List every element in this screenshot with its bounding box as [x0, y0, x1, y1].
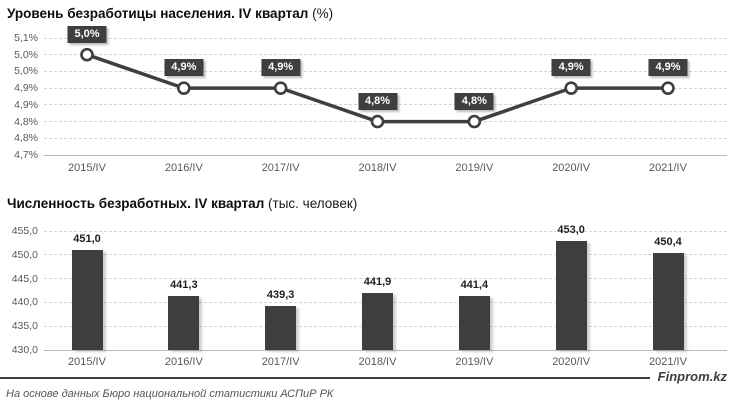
- data-point-marker: [370, 114, 385, 129]
- y-axis-tick-label: 430,0: [11, 344, 38, 356]
- y-axis-tick-label: 4,9%: [14, 98, 38, 111]
- y-axis-tick-label: 4,8%: [14, 132, 38, 145]
- bar-chart-title: Численность безработных. IV квартал (тыс…: [7, 196, 357, 211]
- y-axis-tick-label: 445,0: [11, 272, 38, 285]
- source-note: На основе данных Бюро национальной стати…: [6, 388, 334, 400]
- line-data-label: 4,9%: [261, 59, 301, 77]
- data-point-marker: [273, 81, 288, 95]
- bar: [265, 305, 297, 350]
- bar: [652, 252, 684, 350]
- bar: [168, 296, 200, 350]
- bar-data-label: 441,3: [170, 279, 198, 292]
- y-axis-tick-label: 5,0%: [14, 48, 38, 61]
- trend-line-svg: [80, 47, 675, 129]
- x-axis-label: 2018/IV: [358, 162, 397, 174]
- bar-chart-title-unit: (тыс. человек): [268, 196, 358, 211]
- bar-data-label: 451,0: [73, 233, 101, 246]
- data-point-marker: [564, 81, 578, 95]
- x-axis-label: 2020/IV: [552, 356, 591, 368]
- line-data-label: 4,9%: [551, 59, 591, 77]
- gridline: [44, 37, 727, 39]
- bar: [458, 295, 490, 350]
- gridline: [44, 137, 727, 139]
- bar-data-label: 441,4: [460, 278, 489, 291]
- x-axis-label: 2015/IV: [68, 356, 106, 368]
- line-chart-title: Уровень безработицы населения. IV кварта…: [7, 6, 333, 21]
- bar: [555, 240, 587, 350]
- line-data-label: 4,8%: [357, 92, 398, 110]
- gridline: [44, 154, 727, 156]
- x-axis-label: 2016/IV: [164, 356, 203, 368]
- footer-divider: [0, 377, 650, 379]
- x-axis-label: 2017/IV: [261, 162, 300, 174]
- y-axis-tick-label: 435,0: [11, 320, 38, 333]
- y-axis-tick-label: 4,7%: [14, 149, 38, 161]
- y-axis-tick-label: 440,0: [11, 296, 38, 309]
- x-axis-label: 2018/IV: [358, 356, 397, 368]
- line-data-label: 4,9%: [164, 59, 204, 77]
- y-axis-tick-label: 5,0%: [14, 65, 38, 78]
- gridline: [44, 87, 727, 89]
- data-point-marker: [661, 81, 675, 95]
- gridline: [44, 254, 727, 256]
- bar-data-label: 439,3: [266, 288, 295, 301]
- x-axis-label: 2016/IV: [164, 162, 203, 174]
- x-axis-label: 2021/IV: [649, 356, 687, 368]
- bar-chart-title-main: Численность безработных. IV квартал: [7, 196, 265, 211]
- line-chart-title-unit: (%): [312, 6, 334, 21]
- bar-data-label: 441,9: [363, 276, 392, 289]
- line-data-label: 5,0%: [67, 25, 107, 43]
- gridline: [44, 278, 727, 280]
- x-axis-label: 2019/IV: [455, 162, 494, 174]
- bar-data-label: 453,0: [557, 223, 585, 236]
- y-axis-tick-label: 4,9%: [14, 82, 38, 95]
- gridline: [44, 70, 727, 72]
- y-axis-tick-label: 5,1%: [14, 32, 38, 44]
- y-axis-tick-label: 450,0: [11, 248, 38, 261]
- bar-data-label: 450,4: [654, 235, 682, 248]
- x-axis-label: 2019/IV: [455, 356, 494, 368]
- x-axis-label: 2015/IV: [68, 162, 106, 174]
- brand-logo: Finprom.kz: [657, 369, 727, 384]
- x-axis-label: 2021/IV: [649, 162, 687, 174]
- gridline: [44, 230, 727, 232]
- line-chart-title-main: Уровень безработицы населения. IV кварта…: [7, 6, 309, 21]
- gridline: [44, 349, 727, 351]
- y-axis-tick-label: 455,0: [11, 225, 38, 237]
- x-axis-label: 2020/IV: [552, 162, 591, 174]
- line-data-label: 4,9%: [648, 59, 688, 77]
- data-point-marker: [80, 47, 94, 62]
- data-point-marker: [177, 81, 191, 95]
- gridline: [44, 54, 727, 56]
- data-point-marker: [467, 114, 482, 129]
- x-axis-label: 2017/IV: [261, 356, 300, 368]
- bar: [71, 250, 103, 350]
- y-axis-tick-label: 4,8%: [14, 115, 38, 128]
- bar: [362, 293, 393, 350]
- line-data-label: 4,8%: [454, 92, 494, 110]
